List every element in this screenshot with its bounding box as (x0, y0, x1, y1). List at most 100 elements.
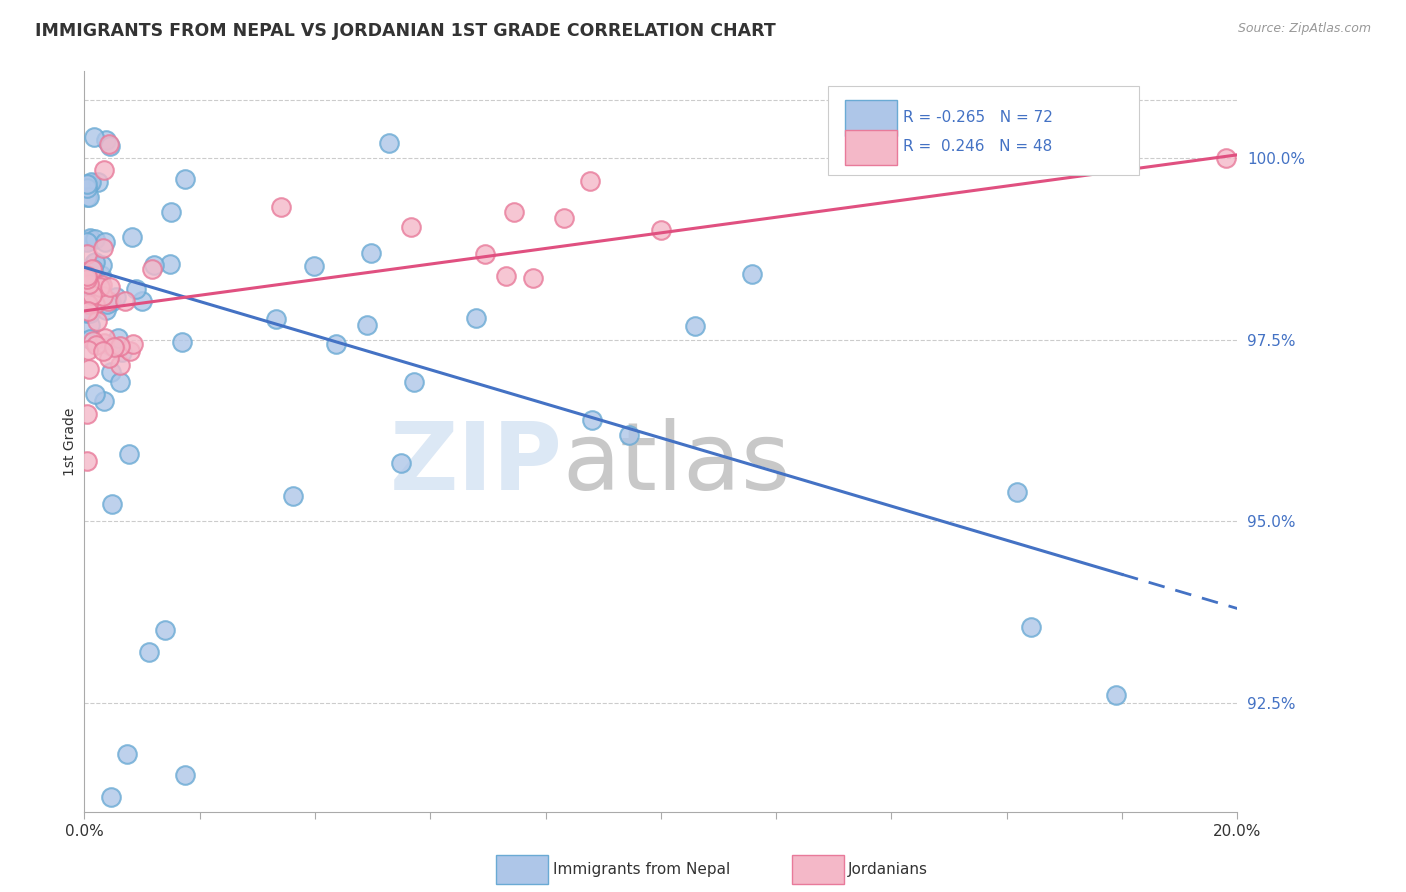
Point (114, 294, 136, 309)
Point (118, 446, 141, 460)
Point (100, 339, 122, 353)
Point (82, 334, 104, 348)
Point (404, 375, 426, 389)
Point (76, 235, 98, 250)
Point (141, 262, 163, 277)
Point (281, 489, 304, 503)
Point (77, 362, 100, 376)
Point (77, 233, 100, 247)
Point (100, 280, 122, 294)
Point (578, 174, 600, 188)
Point (82, 288, 104, 302)
Point (79, 305, 101, 319)
FancyBboxPatch shape (828, 87, 1139, 175)
Point (76, 268, 98, 283)
Point (503, 204, 526, 219)
Point (76, 454, 98, 468)
Point (131, 293, 153, 308)
Point (174, 172, 197, 186)
Point (96, 297, 118, 311)
Point (76, 246, 98, 260)
Point (97, 294, 120, 309)
Point (108, 339, 131, 353)
Point (619, 428, 641, 442)
Point (93, 163, 115, 178)
Point (79, 318, 101, 333)
Point (100, 295, 122, 310)
Point (93, 393, 115, 408)
Point (1215, 152, 1237, 166)
Text: atlas: atlas (562, 417, 792, 509)
Point (108, 375, 131, 389)
Point (1019, 619, 1042, 633)
Point (389, 456, 412, 470)
Point (356, 318, 378, 332)
Point (270, 200, 292, 214)
Point (100, 365, 122, 379)
Point (90, 268, 112, 283)
Y-axis label: 1st Grade: 1st Grade (63, 408, 77, 475)
Point (76, 275, 98, 289)
Point (77, 295, 100, 310)
Point (76, 268, 98, 282)
Point (465, 310, 488, 325)
Point (1105, 688, 1128, 702)
Point (111, 344, 134, 359)
Point (399, 220, 422, 235)
Point (683, 318, 706, 333)
Point (93, 241, 115, 255)
Text: Jordanians: Jordanians (848, 863, 928, 877)
Point (91, 343, 114, 358)
Text: IMMIGRANTS FROM NEPAL VS JORDANIAN 1ST GRADE CORRELATION CHART: IMMIGRANTS FROM NEPAL VS JORDANIAN 1ST G… (35, 22, 776, 40)
Point (98, 136, 121, 151)
Point (86, 290, 108, 304)
Point (325, 337, 347, 351)
Point (90, 277, 112, 292)
Point (159, 257, 181, 271)
Point (76, 272, 98, 286)
Point (553, 211, 575, 225)
Point (121, 337, 143, 351)
Point (155, 624, 177, 638)
Point (93, 336, 115, 351)
Point (97, 351, 120, 365)
Point (83, 297, 105, 311)
Point (86, 314, 108, 328)
Point (174, 768, 197, 782)
Point (79, 277, 101, 291)
Point (650, 223, 672, 237)
Point (84, 338, 107, 352)
Point (1005, 485, 1028, 500)
Text: R = -0.265   N = 72: R = -0.265 N = 72 (903, 110, 1053, 125)
Point (80, 175, 103, 189)
Point (76, 302, 98, 317)
Point (90, 293, 112, 308)
Point (79, 332, 101, 346)
Point (377, 136, 399, 150)
Text: Immigrants from Nepal: Immigrants from Nepal (553, 863, 730, 877)
Point (94, 235, 117, 250)
Point (79, 230, 101, 244)
Point (80, 262, 103, 277)
Text: Source: ZipAtlas.com: Source: ZipAtlas.com (1237, 22, 1371, 36)
Point (360, 245, 382, 260)
Point (125, 282, 148, 296)
Point (77, 190, 100, 204)
Point (474, 247, 496, 261)
Point (83, 255, 105, 269)
Point (91, 289, 114, 303)
Point (82, 262, 104, 277)
Point (302, 260, 325, 274)
Point (170, 335, 193, 350)
FancyBboxPatch shape (845, 100, 897, 136)
Point (98, 139, 121, 153)
Point (108, 358, 131, 372)
Point (121, 229, 143, 244)
Point (90, 258, 112, 272)
Point (83, 256, 105, 270)
Point (495, 268, 517, 283)
Point (94, 330, 117, 344)
Point (103, 340, 125, 354)
Point (94, 133, 117, 147)
Point (117, 747, 139, 761)
